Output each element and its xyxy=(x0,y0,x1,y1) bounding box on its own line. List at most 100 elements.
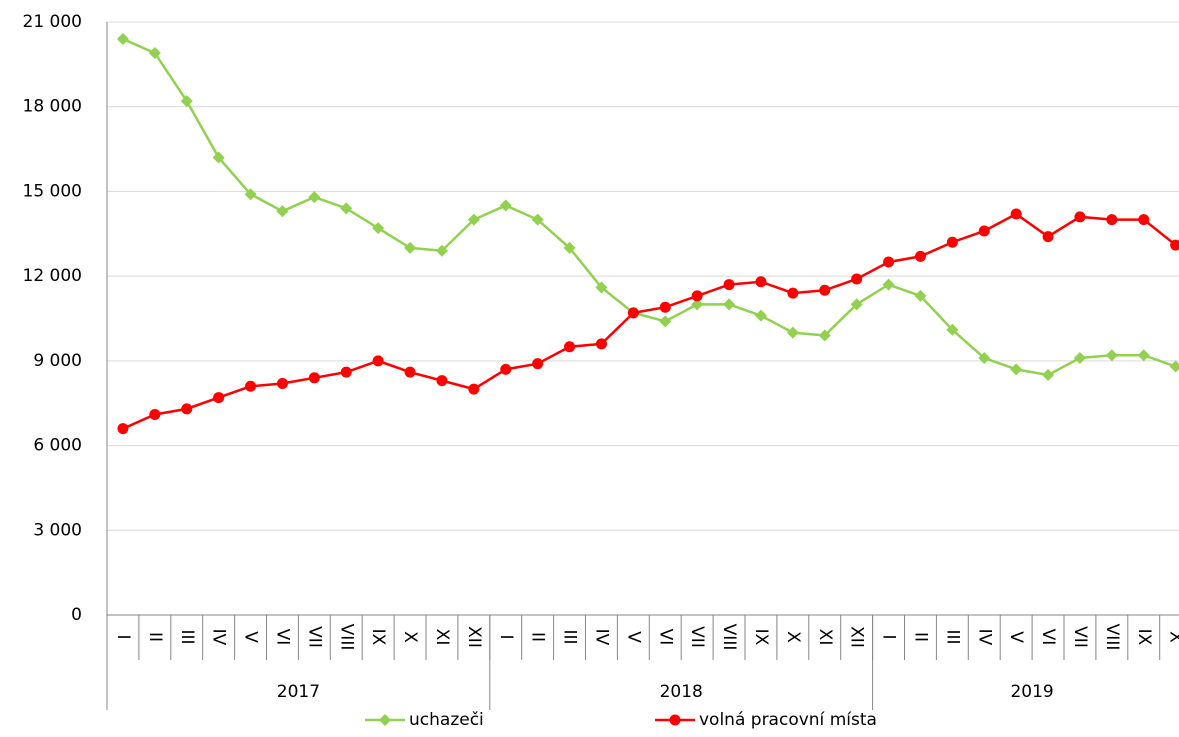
y-tick-label: 12 000 xyxy=(23,266,82,286)
marker xyxy=(116,32,129,45)
x-tick-label: VI xyxy=(655,629,675,646)
marker xyxy=(914,250,926,262)
y-tick-label: 0 xyxy=(71,605,82,625)
marker xyxy=(499,199,512,212)
marker xyxy=(531,213,544,226)
marker xyxy=(308,372,320,384)
marker xyxy=(276,377,288,389)
marker xyxy=(1074,211,1086,223)
marker xyxy=(723,298,736,311)
x-tick-label: V xyxy=(241,631,261,643)
x-group-label: 2017 xyxy=(277,682,320,702)
x-tick-label: VI xyxy=(272,629,292,646)
x-tick-label: VIII xyxy=(719,624,739,651)
marker xyxy=(500,363,512,375)
marker xyxy=(883,256,895,268)
x-tick-label: IV xyxy=(591,629,611,646)
marker xyxy=(882,278,895,291)
marker xyxy=(1105,349,1118,362)
marker xyxy=(691,290,703,302)
marker xyxy=(404,366,416,378)
x-tick-label: XI xyxy=(432,629,452,646)
marker xyxy=(148,47,161,60)
marker xyxy=(564,341,576,353)
x-tick-label: VII xyxy=(687,626,707,648)
legend-label: volná pracovní místa xyxy=(699,710,877,730)
x-tick-label: I xyxy=(879,634,899,639)
marker xyxy=(691,298,704,311)
x-group-label: 2018 xyxy=(660,682,703,702)
y-tick-label: 9 000 xyxy=(33,351,82,371)
x-tick-label: XI xyxy=(815,629,835,646)
x-tick-label: XII xyxy=(847,626,867,648)
x-tick-label: III xyxy=(560,629,580,644)
x-tick-label: I xyxy=(113,634,133,639)
marker xyxy=(754,309,767,322)
series-line xyxy=(122,37,1177,377)
x-tick-label: X xyxy=(783,631,803,643)
marker xyxy=(850,298,863,311)
legend-label: uchazeči xyxy=(409,710,484,730)
y-tick-label: 6 000 xyxy=(33,436,82,456)
marker xyxy=(117,423,129,435)
marker xyxy=(181,403,193,415)
x-tick-label: VII xyxy=(1070,626,1090,648)
marker xyxy=(1042,231,1054,243)
marker xyxy=(978,352,991,365)
marker xyxy=(978,225,990,237)
x-tick-label: II xyxy=(910,632,930,642)
marker xyxy=(669,714,681,726)
x-tick-label: II xyxy=(145,632,165,642)
marker xyxy=(1073,352,1086,365)
marker xyxy=(659,301,671,313)
x-tick-label: III xyxy=(942,629,962,644)
x-tick-label: X xyxy=(1166,631,1179,643)
marker xyxy=(468,383,480,395)
marker xyxy=(340,202,353,215)
marker xyxy=(1042,368,1055,381)
marker xyxy=(435,244,448,257)
x-tick-label: VI xyxy=(1038,629,1058,646)
marker xyxy=(372,355,384,367)
y-tick-label: 15 000 xyxy=(23,181,82,201)
marker xyxy=(308,191,321,204)
marker xyxy=(1010,363,1023,376)
marker xyxy=(532,358,544,370)
marker xyxy=(436,375,448,387)
marker xyxy=(1137,349,1150,362)
marker xyxy=(213,392,225,404)
x-group-label: 2019 xyxy=(1010,682,1053,702)
x-tick-label: IX xyxy=(368,629,388,646)
x-tick-label: IV xyxy=(974,629,994,646)
marker xyxy=(1106,214,1118,226)
marker xyxy=(149,409,161,421)
x-tick-label: III xyxy=(177,629,197,644)
marker xyxy=(212,151,225,164)
y-tick-label: 18 000 xyxy=(23,97,82,117)
marker xyxy=(659,315,672,328)
marker xyxy=(595,338,607,350)
marker xyxy=(276,205,289,218)
x-tick-label: VII xyxy=(304,626,324,648)
marker xyxy=(1010,208,1022,220)
marker xyxy=(1170,239,1179,251)
x-tick-label: IX xyxy=(1134,629,1154,646)
marker xyxy=(563,241,576,254)
x-tick-label: IX xyxy=(751,629,771,646)
marker xyxy=(851,273,863,285)
y-tick-label: 21 000 xyxy=(23,12,82,32)
marker xyxy=(379,714,391,726)
marker xyxy=(787,287,799,299)
marker xyxy=(946,236,958,248)
marker xyxy=(818,329,831,342)
x-tick-label: IV xyxy=(209,629,229,646)
marker xyxy=(180,95,193,108)
marker xyxy=(755,276,767,288)
x-tick-label: I xyxy=(496,634,516,639)
marker xyxy=(946,323,959,336)
marker xyxy=(244,188,257,201)
series-line xyxy=(122,212,1177,430)
marker xyxy=(404,241,417,254)
marker xyxy=(914,289,927,302)
